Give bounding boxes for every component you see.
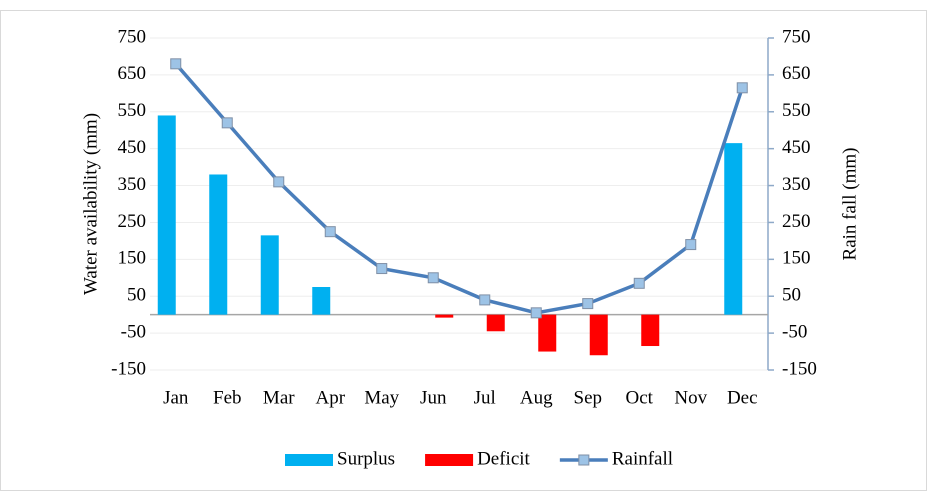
- legend-label: Surplus: [337, 448, 395, 469]
- y-tick-label: 550: [118, 100, 147, 121]
- x-tick-label: May: [364, 387, 399, 408]
- bar: [589, 314, 608, 356]
- line-marker: [685, 239, 697, 251]
- bar: [312, 287, 331, 315]
- legend-swatch: [425, 454, 474, 466]
- legend-swatch: [285, 454, 333, 466]
- bar: [724, 143, 743, 315]
- line-marker: [530, 307, 542, 319]
- x-tick-label: Feb: [213, 387, 242, 408]
- y2-tick-label: -50: [782, 321, 807, 342]
- y-tick-label: 650: [118, 63, 147, 84]
- y2-tick-label: 550: [782, 100, 811, 121]
- x-tick-label: Aug: [520, 387, 553, 408]
- line: [174, 62, 744, 315]
- line-marker: [427, 272, 439, 284]
- x-tick-label: Sep: [574, 387, 603, 408]
- y-tick-label: 150: [118, 248, 147, 269]
- y-tick-label: 450: [118, 137, 147, 158]
- chart-frame: [0, 10, 927, 491]
- y-tick-label: 750: [118, 26, 147, 47]
- y-tick-label: 350: [118, 174, 147, 195]
- x-tick-label: Nov: [674, 387, 707, 408]
- line-marker: [582, 298, 594, 310]
- legend-label: Rainfall: [612, 448, 673, 469]
- x-tick-label: Jul: [474, 387, 496, 408]
- y-tick-label: 50: [127, 285, 146, 306]
- y2-tick-label: 750: [782, 26, 811, 47]
- line-marker: [376, 263, 388, 275]
- y-tick-label: -150: [111, 358, 146, 379]
- y2-axis-title: Rain fall (mm): [839, 148, 860, 261]
- bar: [435, 314, 454, 318]
- line-marker: [273, 176, 285, 188]
- bar: [209, 174, 228, 315]
- line-marker: [170, 58, 182, 70]
- y-tick-label: -50: [121, 321, 146, 342]
- y-tick-label: 250: [118, 211, 147, 232]
- line-marker: [221, 117, 233, 129]
- bar: [486, 314, 505, 332]
- x-tick-label: Mar: [263, 387, 295, 408]
- x-tick-label: Apr: [315, 387, 345, 408]
- legend-label: Deficit: [477, 448, 530, 469]
- y2-tick-label: 650: [782, 63, 811, 84]
- y2-tick-label: 450: [782, 137, 811, 158]
- line-marker: [633, 277, 645, 289]
- bar: [641, 314, 660, 347]
- y2-tick-label: 50: [782, 285, 801, 306]
- y2-tick-label: -150: [782, 358, 817, 379]
- y2-tick-label: 250: [782, 211, 811, 232]
- line-marker: [479, 294, 491, 306]
- bar: [157, 115, 176, 315]
- y2-tick-label: 150: [782, 248, 811, 269]
- y2-tick-label: 350: [782, 174, 811, 195]
- line-marker: [324, 226, 336, 238]
- y-axis-title: Water availability (mm): [80, 113, 101, 295]
- legend-swatch: [578, 454, 590, 466]
- x-tick-label: Oct: [626, 387, 654, 408]
- x-tick-label: Jun: [420, 387, 447, 408]
- bar: [538, 314, 557, 352]
- x-tick-label: Jan: [163, 387, 189, 408]
- line-marker: [736, 82, 748, 94]
- bar: [260, 235, 279, 315]
- x-tick-label: Dec: [727, 387, 758, 408]
